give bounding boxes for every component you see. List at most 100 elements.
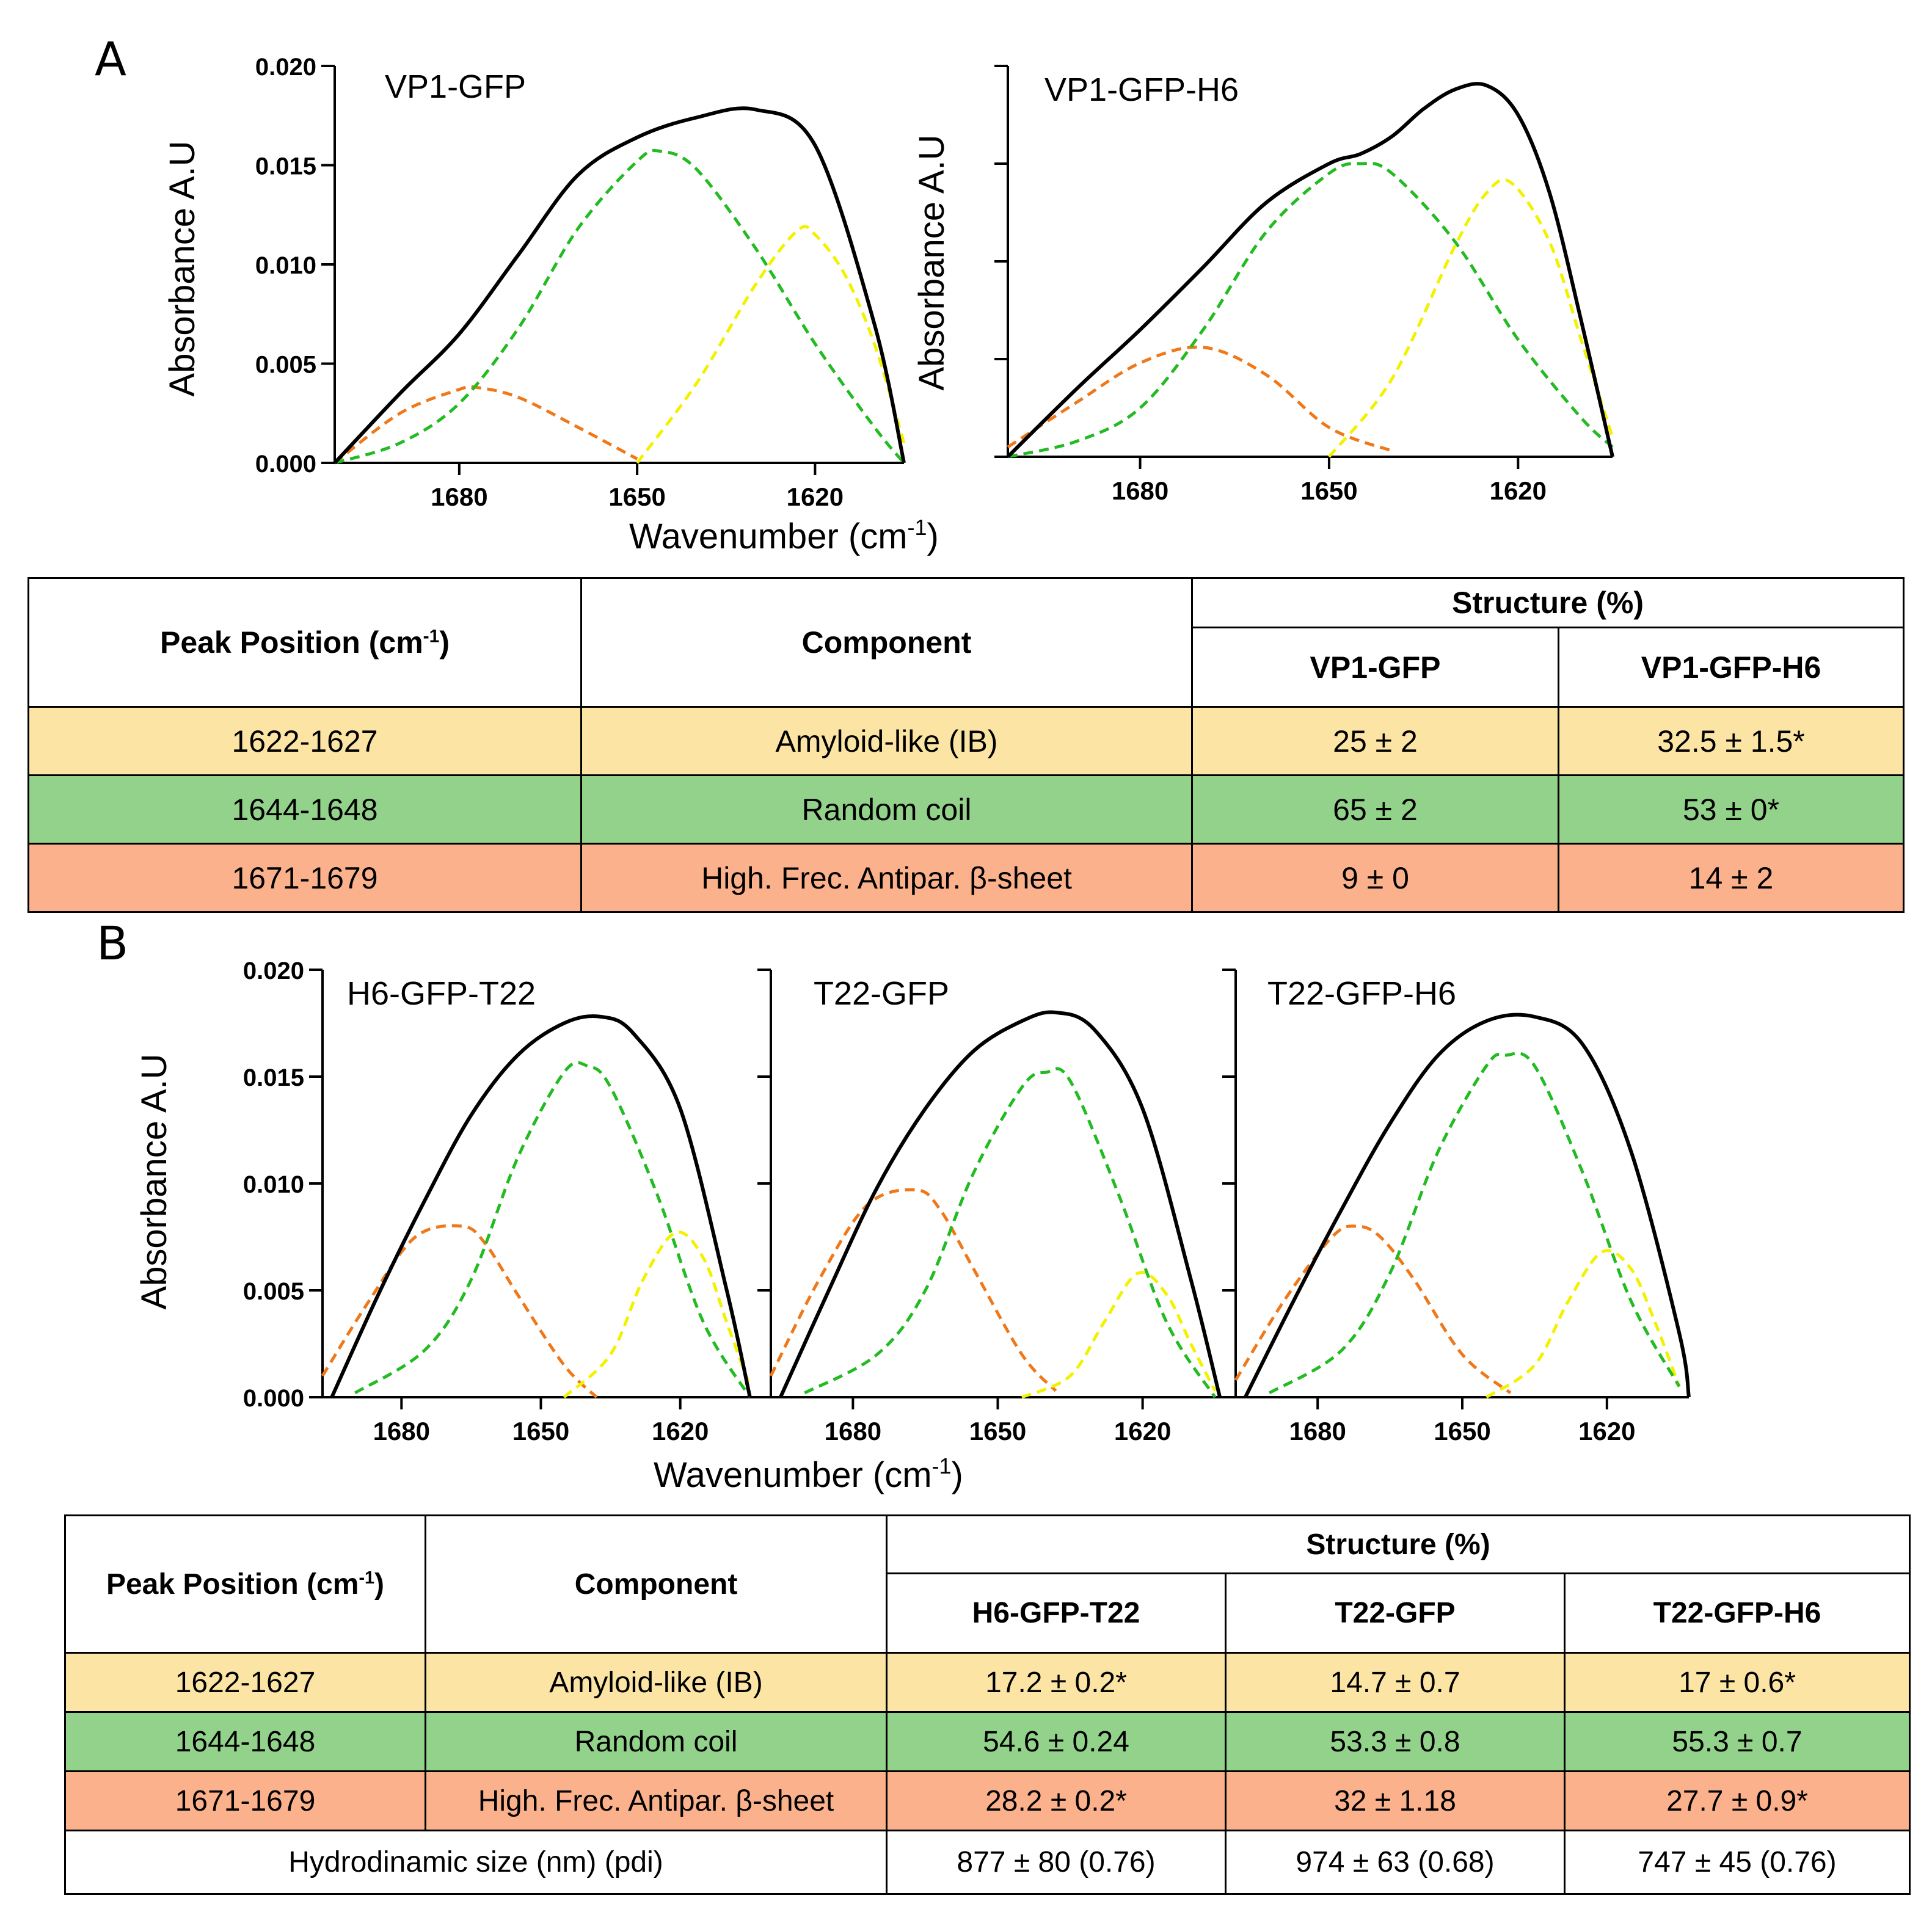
series-antiparallel-beta-sheet-line xyxy=(321,1224,598,1398)
series-random-coil-line xyxy=(334,148,905,465)
y-axis-label: Absorbance A.U xyxy=(912,134,952,390)
y-axis-label: Absorbance A.U xyxy=(134,1053,174,1309)
x-tick-label: 1620 xyxy=(1578,1417,1635,1445)
value-cell: 53 ± 0* xyxy=(1557,774,1905,845)
size-cell: 974 ± 63 (0.68) xyxy=(1225,1830,1566,1895)
series-amyloid-like-line xyxy=(1485,1249,1681,1399)
col-header-t22-gfp-h6: T22-GFP-H6 xyxy=(1564,1572,1911,1654)
peak-position-header: Peak Position (cm-1) xyxy=(27,576,582,708)
x-tick-label: 1680 xyxy=(431,482,487,511)
y-axis-label: Absorbance A.U xyxy=(162,140,202,396)
value-cell: 54.6 ± 0.24 xyxy=(886,1711,1227,1772)
chart-title: T22-GFP xyxy=(814,975,949,1012)
size-cell: 747 ± 45 (0.76) xyxy=(1564,1830,1911,1895)
chart-title: H6-GFP-T22 xyxy=(347,975,536,1012)
component-cell: High. Frec. Antipar. β-sheet xyxy=(425,1770,888,1831)
peak-cell: 1644-1648 xyxy=(27,774,582,845)
y-tick-label: 0.010 xyxy=(243,1171,304,1198)
value-cell: 53.3 ± 0.8 xyxy=(1225,1711,1566,1772)
value-cell: 28.2 ± 0.2* xyxy=(886,1770,1227,1831)
y-tick-label: 0.000 xyxy=(255,451,316,478)
series-antiparallel-beta-sheet-line xyxy=(334,385,638,464)
component-cell: Amyloid-like (IB) xyxy=(425,1652,888,1713)
component-cell: High. Frec. Antipar. β-sheet xyxy=(580,843,1193,913)
y-tick-label: 0.020 xyxy=(243,958,304,984)
x-axis-label: Wavenumber (cm-1) xyxy=(654,1453,963,1495)
value-cell: 65 ± 2 xyxy=(1191,774,1559,845)
x-tick-label: 1620 xyxy=(787,482,844,511)
value-cell: 55.3 ± 0.7 xyxy=(1564,1711,1911,1772)
series-amyloid-like-line xyxy=(563,1231,752,1398)
value-cell: 17.2 ± 0.2* xyxy=(886,1652,1227,1713)
x-tick-label: 1650 xyxy=(969,1417,1026,1445)
x-tick-label: 1650 xyxy=(1434,1417,1490,1445)
series-random-coil-line xyxy=(804,1067,1217,1398)
panel-b-label: B xyxy=(97,916,129,970)
component-cell: Random coil xyxy=(580,774,1193,845)
peak-cell: 1644-1648 xyxy=(64,1711,426,1772)
structure-header: Structure (%) xyxy=(886,1514,1911,1574)
y-tick-label: 0.000 xyxy=(243,1385,304,1412)
series-antiparallel-beta-sheet-line xyxy=(1007,345,1393,453)
x-tick-label: 1650 xyxy=(512,1417,569,1445)
x-tick-label: 1680 xyxy=(1289,1417,1346,1445)
series-total-line xyxy=(1244,1012,1691,1398)
y-tick-label: 0.020 xyxy=(255,54,316,81)
col-header-vp1-gfp: VP1-GFP xyxy=(1191,627,1559,708)
col-header-t22-gfp: T22-GFP xyxy=(1225,1572,1566,1654)
structure-table-a: Peak Position (cm-1) Component Structure… xyxy=(27,576,1905,913)
y-tick-label: 0.010 xyxy=(255,252,316,279)
y-tick-label: 0.015 xyxy=(243,1064,304,1091)
x-tick-label: 1620 xyxy=(652,1417,709,1445)
col-header-vp1-gfp-h6: VP1-GFP-H6 xyxy=(1557,627,1905,708)
peak-cell: 1671-1679 xyxy=(64,1770,426,1831)
panel-a-label: A xyxy=(95,32,126,86)
col-header-h6-gfp-t22: H6-GFP-T22 xyxy=(886,1572,1227,1654)
series-antiparallel-beta-sheet-line xyxy=(1234,1224,1512,1394)
series-amyloid-like-line xyxy=(636,225,906,464)
value-cell: 32.5 ± 1.5* xyxy=(1557,706,1905,777)
value-cell: 9 ± 0 xyxy=(1191,843,1559,913)
y-tick-label: 0.005 xyxy=(243,1278,304,1305)
x-tick-label: 1680 xyxy=(373,1417,430,1445)
x-tick-label: 1650 xyxy=(1300,476,1357,505)
chart-title: T22-GFP-H6 xyxy=(1267,975,1456,1012)
series-antiparallel-beta-sheet-line xyxy=(769,1188,1057,1392)
peak-position-header: Peak Position (cm-1) xyxy=(64,1514,426,1654)
series-total-line xyxy=(333,106,906,465)
peak-cell: 1622-1627 xyxy=(27,706,582,777)
series-total-line xyxy=(1006,82,1614,459)
value-cell: 14.7 ± 0.7 xyxy=(1225,1652,1566,1713)
series-amyloid-like-line xyxy=(1021,1271,1217,1399)
component-cell: Amyloid-like (IB) xyxy=(580,706,1193,777)
x-axis-label: Wavenumber (cm-1) xyxy=(629,515,939,556)
structure-header: Structure (%) xyxy=(1190,576,1905,629)
structure-table-b: Peak Position (cm-1) Component Structure… xyxy=(64,1514,1911,1895)
value-cell: 14 ± 2 xyxy=(1557,843,1905,913)
x-tick-label: 1620 xyxy=(1490,476,1547,505)
value-cell: 17 ± 0.6* xyxy=(1564,1652,1911,1713)
series-amyloid-like-line xyxy=(1327,178,1614,458)
value-cell: 27.7 ± 0.9* xyxy=(1564,1770,1911,1831)
peak-cell: 1622-1627 xyxy=(64,1652,426,1713)
value-cell: 25 ± 2 xyxy=(1191,706,1559,777)
series-total-line xyxy=(330,1014,752,1398)
series-random-coil-line xyxy=(1269,1052,1681,1395)
component-header: Component xyxy=(580,576,1193,708)
y-tick-label: 0.005 xyxy=(255,352,316,379)
component-header: Component xyxy=(425,1514,888,1654)
component-cell: Random coil xyxy=(425,1711,888,1772)
hydrodynamic-size-label: Hydrodinamic size (nm) (pdi) xyxy=(64,1830,888,1895)
x-tick-label: 1680 xyxy=(1112,476,1168,505)
size-cell: 877 ± 80 (0.76) xyxy=(886,1830,1227,1895)
chart-title: VP1-GFP-H6 xyxy=(1044,71,1239,108)
y-tick-label: 0.015 xyxy=(255,153,316,180)
chart-title: VP1-GFP xyxy=(385,68,526,105)
series-total-line xyxy=(779,1010,1222,1398)
x-tick-label: 1650 xyxy=(608,482,665,511)
value-cell: 32 ± 1.18 xyxy=(1225,1770,1566,1831)
x-tick-label: 1620 xyxy=(1114,1417,1171,1445)
x-tick-label: 1680 xyxy=(825,1417,881,1445)
peak-cell: 1671-1679 xyxy=(27,843,582,913)
